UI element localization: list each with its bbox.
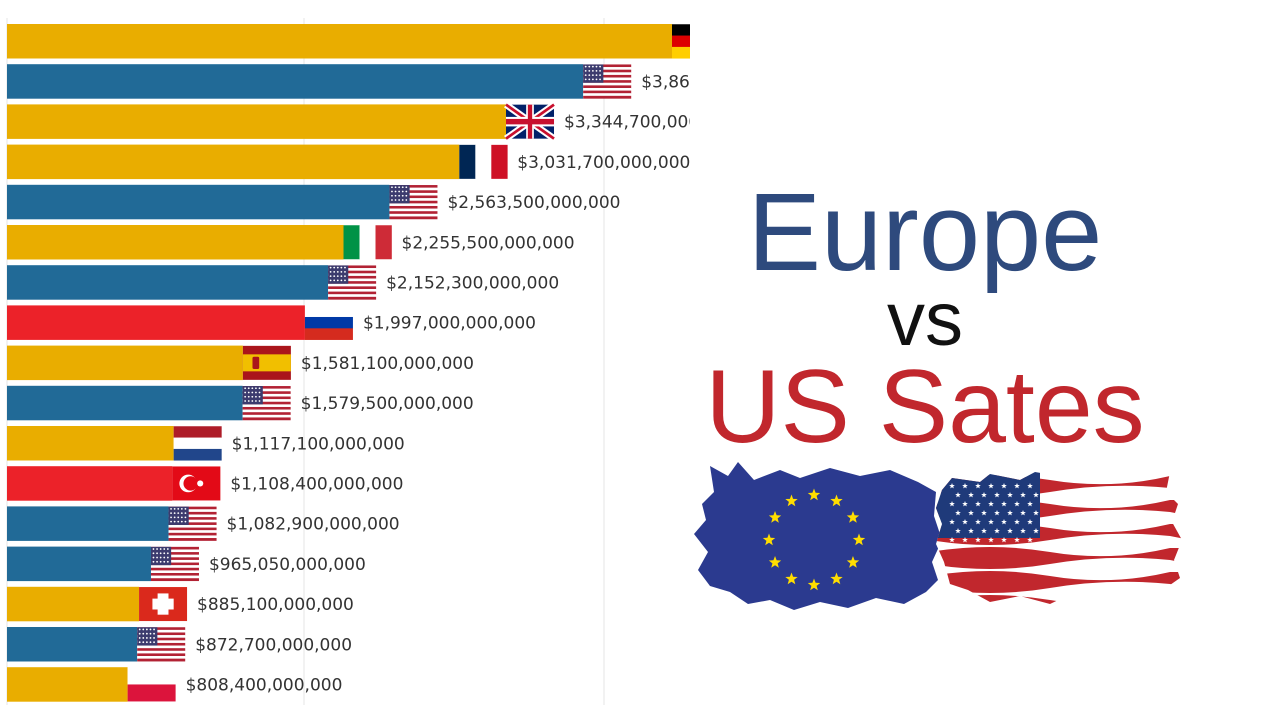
usa-flag-icon [150,546,199,582]
bar-row: $1,082,900,000,000 [7,506,400,541]
value-label: $808,400,000,000 [186,675,343,695]
value-label: $3,862,100,000,000 [641,72,690,92]
bar-row: $4,457,300,000,000 [7,24,690,59]
bar-row: $885,100,000,000 [7,586,354,622]
spain-flag-icon [242,345,291,380]
bar [7,546,151,582]
eu-flag-icon [694,462,942,610]
value-label: $1,082,900,000,000 [227,515,400,535]
value-label: $1,581,100,000,000 [301,354,474,374]
title-us-states: US Sates [705,349,1145,465]
bar [7,426,174,461]
russia-flag-icon [304,305,353,340]
bar-row: $3,862,100,000,000 [7,64,690,99]
value-label: $1,108,400,000,000 [230,474,403,494]
france-flag-icon [459,144,508,179]
bar [7,305,305,340]
italy-flag-icon [343,225,392,260]
bar-row: $2,563,500,000,000 [7,184,621,220]
bar [7,184,390,220]
bar [7,345,243,381]
netherlands-flag-icon [173,426,222,461]
bar-row: $3,031,700,000,000 [7,144,690,180]
usa-flag-icon [137,627,186,662]
bar-row: $2,152,300,000,000 [7,265,559,300]
bar-row: $808,400,000,000 [7,667,342,702]
bar [7,506,169,541]
value-label: $1,117,100,000,000 [232,434,405,454]
uk-flag-icon [504,101,556,142]
bar [7,627,138,662]
bar-chart: $4,457,300,000,000 $3,862,100,000,000 $3,3… [6,18,690,705]
bar-row: $1,579,500,000,000 [7,385,474,421]
value-label: $2,563,500,000,000 [447,193,620,213]
usa-flag-icon [389,185,438,220]
value-label: $1,997,000,000,000 [363,314,536,334]
usa-flag-icon [168,506,217,541]
turkey-flag-icon [172,466,221,501]
bar [7,466,173,501]
bar-row: $1,108,400,000,000 [7,466,403,501]
bar [7,265,329,300]
value-label: $1,579,500,000,000 [301,394,474,414]
usa-flag-icon [583,64,632,99]
bar-row: $1,997,000,000,000 [7,305,536,340]
us-flag-icon [936,464,1182,604]
value-label: $965,050,000,000 [209,555,366,575]
germany-flag-icon [672,24,690,59]
usa-flag-icon [328,265,377,300]
bar-row: $872,700,000,000 [7,627,352,662]
bar [7,586,140,622]
value-label: $885,100,000,000 [197,595,354,615]
value-label: $872,700,000,000 [195,635,352,655]
eu-vs-us-flags-graphic [694,462,1182,610]
bar-row: $965,050,000,000 [7,546,366,582]
value-label: $2,255,500,000,000 [402,233,575,253]
value-label: $2,152,300,000,000 [386,273,559,293]
bar [7,144,460,180]
value-label: $3,344,700,000,000 [564,113,690,133]
switzerland-flag-icon [139,587,188,622]
bar-row: $1,581,100,000,000 [7,345,474,381]
bar [7,24,672,59]
title-europe: Europe [747,171,1103,294]
usa-flag-icon [242,386,291,421]
bar-row: $1,117,100,000,000 [7,426,405,461]
bar [7,64,584,99]
poland-flag-icon [127,667,176,702]
bar [7,667,128,702]
bar-row: $2,255,500,000,000 [7,225,575,260]
value-label: $3,031,700,000,000 [517,153,690,173]
bar [7,385,243,421]
bar [7,104,507,139]
bar-row: $3,344,700,000,000 [7,101,690,142]
bar [7,225,344,260]
eu-stars-icon [762,488,866,591]
title-vs: vs [887,277,963,362]
